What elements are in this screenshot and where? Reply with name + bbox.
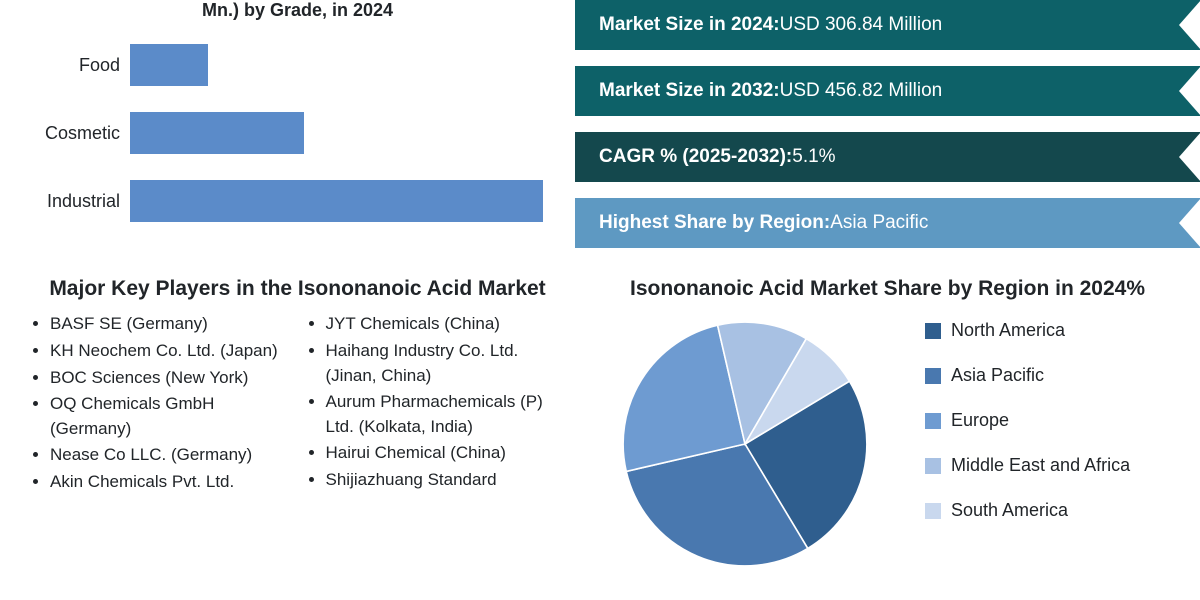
ribbon-notch-icon — [1179, 198, 1200, 248]
key-player-item: KH Neochem Co. Ltd. (Japan) — [50, 339, 290, 364]
ribbon-notch-icon — [1179, 0, 1200, 50]
bar-row: Food — [30, 31, 565, 99]
stat-label: Highest Share by Region: — [599, 212, 830, 234]
ribbon-notch-icon — [1179, 66, 1200, 116]
bar-label: Cosmetic — [30, 123, 130, 144]
stat-value: USD 306.84 Million — [780, 14, 943, 36]
legend-swatch-icon — [925, 503, 941, 519]
key-player-item: Shijiazhuang Standard — [326, 468, 566, 493]
bar-row: Industrial — [30, 167, 565, 235]
legend-swatch-icon — [925, 458, 941, 474]
bar-fill — [130, 112, 304, 154]
stat-value: Asia Pacific — [830, 212, 928, 234]
key-player-item: Nease Co LLC. (Germany) — [50, 443, 290, 468]
legend-item: North America — [925, 320, 1190, 341]
bar-label: Industrial — [30, 191, 130, 212]
key-players-title: Major Key Players in the Isononanoic Aci… — [30, 276, 565, 302]
key-players-col-1: BASF SE (Germany)KH Neochem Co. Ltd. (Ja… — [30, 312, 290, 496]
key-player-item: OQ Chemicals GmbH (Germany) — [50, 392, 290, 441]
bar-fill — [130, 180, 543, 222]
legend-label: South America — [951, 500, 1068, 521]
legend-label: Middle East and Africa — [951, 455, 1130, 476]
stat-value: USD 456.82 Million — [780, 80, 943, 102]
stat-label: Market Size in 2024: — [599, 14, 780, 36]
key-player-item: Akin Chemicals Pvt. Ltd. — [50, 470, 290, 495]
pie-chart-region-share: Isononanoic Acid Market Share by Region … — [575, 270, 1200, 600]
stat-label: CAGR % (2025-2032): — [599, 146, 792, 168]
legend-item: Europe — [925, 410, 1190, 431]
legend-item: Asia Pacific — [925, 365, 1190, 386]
key-player-item: Haihang Industry Co. Ltd. (Jinan, China) — [326, 339, 566, 388]
key-players-col-2: JYT Chemicals (China)Haihang Industry Co… — [306, 312, 566, 496]
bar-label: Food — [30, 55, 130, 76]
stat-ribbon: Highest Share by Region: Asia Pacific — [575, 198, 1200, 248]
key-player-item: BASF SE (Germany) — [50, 312, 290, 337]
legend-label: Asia Pacific — [951, 365, 1044, 386]
legend-swatch-icon — [925, 323, 941, 339]
bar-chart-bars: Food Cosmetic Industrial — [30, 31, 565, 235]
bar-row: Cosmetic — [30, 99, 565, 167]
key-players-section: Major Key Players in the Isononanoic Aci… — [20, 270, 575, 600]
stat-ribbon: CAGR % (2025-2032): 5.1% — [575, 132, 1200, 182]
market-stats-ribbons: Market Size in 2024: USD 306.84 MillionM… — [575, 0, 1200, 270]
key-player-item: Aurum Pharmachemicals (P) Ltd. (Kolkata,… — [326, 390, 566, 439]
key-player-item: JYT Chemicals (China) — [326, 312, 566, 337]
stat-value: 5.1% — [792, 146, 835, 168]
legend-swatch-icon — [925, 368, 941, 384]
legend-swatch-icon — [925, 413, 941, 429]
pie-chart-svg — [585, 314, 905, 574]
pie-legend: North America Asia Pacific Europe Middle Ea… — [925, 314, 1190, 521]
key-player-item: BOC Sciences (New York) — [50, 366, 290, 391]
stat-ribbon: Market Size in 2032: USD 456.82 Million — [575, 66, 1200, 116]
legend-item: South America — [925, 500, 1190, 521]
stat-ribbon: Market Size in 2024: USD 306.84 Million — [575, 0, 1200, 50]
pie-chart-title: Isononanoic Acid Market Share by Region … — [585, 276, 1190, 302]
stat-label: Market Size in 2032: — [599, 80, 780, 102]
bar-chart-by-grade: Mn.) by Grade, in 2024 Food Cosmetic Indus… — [20, 0, 575, 270]
legend-item: Middle East and Africa — [925, 455, 1190, 476]
key-player-item: Hairui Chemical (China) — [326, 441, 566, 466]
legend-label: Europe — [951, 410, 1009, 431]
legend-label: North America — [951, 320, 1065, 341]
ribbon-notch-icon — [1179, 132, 1200, 182]
bar-chart-title: Mn.) by Grade, in 2024 — [30, 0, 565, 21]
bar-fill — [130, 44, 208, 86]
